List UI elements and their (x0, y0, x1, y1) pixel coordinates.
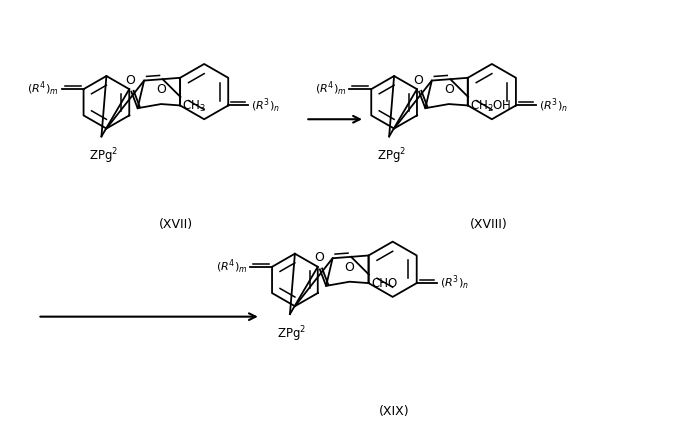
Text: $(R^3)_n$: $(R^3)_n$ (251, 97, 280, 115)
Text: O: O (314, 251, 324, 264)
Text: O: O (413, 74, 423, 87)
Text: O: O (444, 83, 454, 96)
Text: O: O (156, 83, 166, 96)
Text: (XIX): (XIX) (380, 405, 410, 419)
Text: (XVIII): (XVIII) (470, 218, 507, 231)
Text: $(R^4)_m$: $(R^4)_m$ (315, 80, 347, 98)
Text: O: O (125, 74, 136, 87)
Text: ZPg$^2$: ZPg$^2$ (89, 146, 118, 166)
Text: ZPg$^2$: ZPg$^2$ (278, 324, 306, 344)
Text: O: O (345, 261, 354, 274)
Text: $(R^4)_m$: $(R^4)_m$ (27, 80, 59, 98)
Text: $(R^3)_n$: $(R^3)_n$ (440, 274, 468, 292)
Text: $(R^3)_n$: $(R^3)_n$ (539, 97, 568, 115)
Text: $(R^4)_m$: $(R^4)_m$ (216, 258, 247, 276)
Text: CHO: CHO (371, 277, 397, 290)
Text: (XVII): (XVII) (159, 218, 194, 231)
Text: ZPg$^2$: ZPg$^2$ (377, 146, 405, 166)
Text: CH$_2$OH: CH$_2$OH (470, 99, 512, 114)
Text: CH$_3$: CH$_3$ (182, 99, 206, 114)
